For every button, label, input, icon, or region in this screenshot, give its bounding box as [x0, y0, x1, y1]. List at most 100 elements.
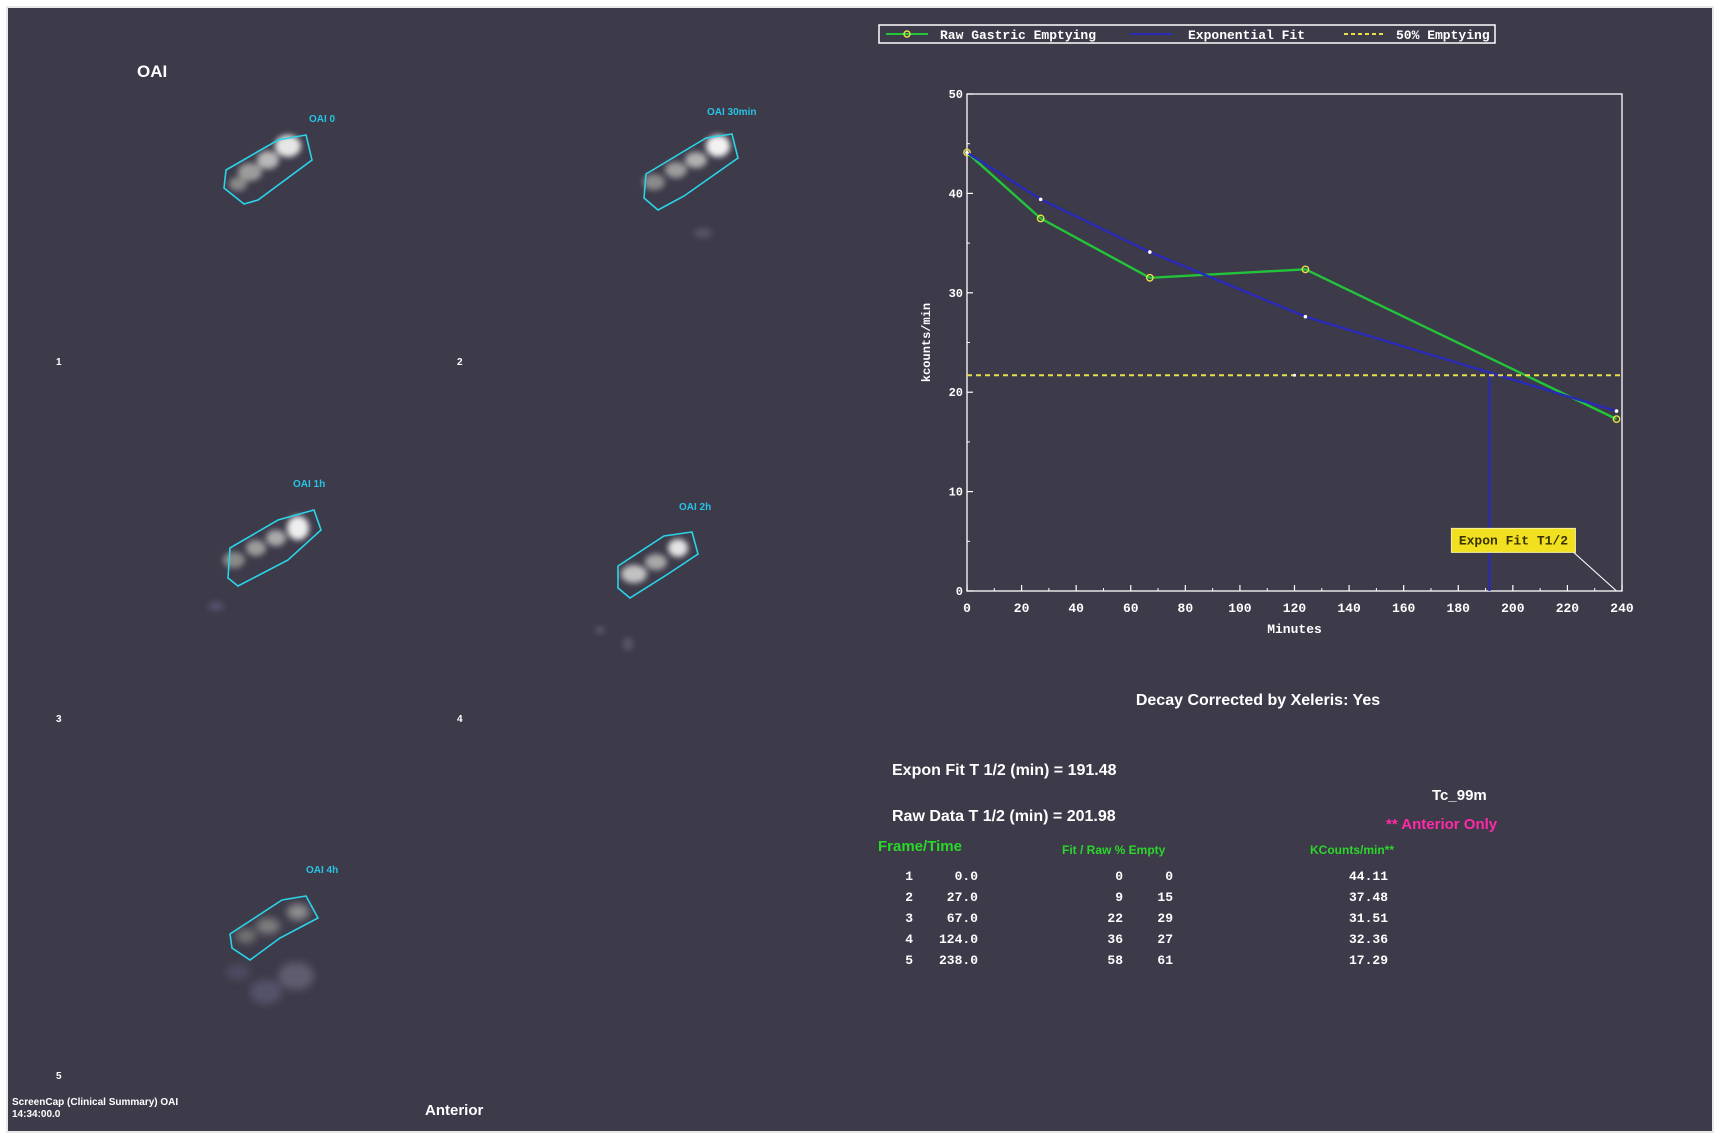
decay-corrected-text: Decay Corrected by Xeleris: Yes [1135, 692, 1381, 709]
clinical-summary-screen: OAI OAI 0 1 [6, 6, 1714, 1133]
x-tick-label: 240 [1610, 601, 1634, 616]
cell-raw: 27 [1157, 932, 1173, 947]
cell-time: 238.0 [938, 953, 978, 968]
x-tick-label: 220 [1556, 601, 1580, 616]
cell-raw: 29 [1157, 911, 1173, 926]
x-axis-label: Minutes [1267, 622, 1322, 637]
legend-label-half: 50% Emptying [1396, 28, 1490, 43]
cell-kcounts: 17.29 [1348, 953, 1388, 968]
scan-label-1: OAI 0 [309, 114, 336, 125]
cell-fit: 9 [1115, 890, 1123, 905]
frame-number-1: 1 [56, 357, 62, 368]
legend-label-fit: Exponential Fit [1188, 28, 1305, 43]
cell-time: 124.0 [938, 932, 978, 947]
header-frame-time: Frame/Time [878, 838, 962, 855]
stomach-scan-5 [226, 895, 320, 1004]
x-tick-label: 40 [1068, 601, 1084, 616]
annotation-box [1450, 527, 1576, 553]
raw-emptying-line [966, 151, 1618, 421]
scan-label-2: OAI 30min [707, 107, 757, 118]
cell-frame: 2 [905, 890, 913, 905]
scan-image-5[interactable] [208, 868, 368, 1038]
fit-data-point [965, 150, 969, 155]
fit-data-point [1303, 314, 1308, 319]
x-tick-label: 100 [1228, 601, 1252, 616]
expon-fit-text: Expon Fit T 1/2 (min) = 191.48 [892, 762, 1117, 779]
isotope-label: Tc_99m [1432, 787, 1487, 804]
plot-frame [966, 93, 1623, 592]
cell-kcounts: 44.11 [1348, 869, 1388, 884]
results-table: Frame/Time Fit / Raw % Empty KCounts/min… [868, 838, 1428, 988]
raw-data-point [1145, 273, 1154, 282]
raw-data-point [1612, 415, 1621, 424]
cell-frame: 4 [905, 932, 913, 947]
annotation-leader-line [1571, 549, 1617, 592]
fit-data-point [1038, 197, 1043, 202]
cell-raw: 0 [1165, 869, 1173, 884]
cell-kcounts: 31.51 [1348, 911, 1388, 926]
decay-row: Decay Corrected by Xeleris: Yes [8, 692, 1712, 710]
scan-image-4[interactable] [588, 508, 748, 668]
x-tick-label: 140 [1337, 601, 1361, 616]
y-tick-label: 20 [949, 386, 963, 400]
cell-fit: 58 [1107, 953, 1123, 968]
annotation-label: Expon Fit T1/2 [1459, 533, 1568, 548]
half-line-marker [1293, 373, 1296, 377]
scan-image-3[interactable] [188, 468, 348, 638]
y-tick-label: 50 [949, 88, 963, 102]
cell-kcounts: 37.48 [1348, 890, 1388, 905]
x-tick-label: 80 [1178, 601, 1194, 616]
cell-frame: 3 [905, 911, 913, 926]
x-tick-label: 0 [963, 601, 971, 616]
y-tick-label: 30 [949, 287, 963, 301]
fit-data-point [1614, 409, 1619, 413]
frame-number-4: 4 [457, 714, 463, 725]
footer-info: ScreenCap (Clinical Summary) OAI 14:34:0… [12, 1097, 178, 1121]
emptying-chart[interactable]: 0 20 40 60 80 100 120 140 160 180 200 220 240 0 10 20 30… [908, 78, 1638, 648]
cell-frame: 1 [905, 869, 913, 884]
header-fit-raw: Fit / Raw % Empty [1062, 843, 1166, 857]
frame-number-3: 3 [56, 714, 62, 725]
footer-line-2: 14:34:00.0 [12, 1109, 61, 1120]
y-axis-label: kcounts/min [920, 303, 934, 382]
cell-frame: 5 [905, 953, 913, 968]
raw-data-point [963, 148, 971, 157]
cell-time: 0.0 [954, 869, 978, 884]
cell-time: 27.0 [946, 890, 978, 905]
cell-raw: 15 [1157, 890, 1173, 905]
footer-line-1: ScreenCap (Clinical Summary) OAI [12, 1097, 179, 1108]
raw-data-text: Raw Data T 1/2 (min) = 201.98 [892, 808, 1116, 825]
raw-data-point [1301, 265, 1310, 274]
x-tick-label: 60 [1123, 601, 1139, 616]
legend-label-raw: Raw Gastric Emptying [940, 28, 1096, 43]
y-tick-label: 0 [956, 585, 963, 599]
raw-data-point [1036, 214, 1045, 223]
y-tick-label: 10 [949, 486, 963, 500]
cell-kcounts: 32.36 [1348, 932, 1388, 947]
cell-fit: 36 [1107, 932, 1123, 947]
frame-number-5: 5 [56, 1071, 62, 1082]
orientation-label: Anterior [425, 1102, 484, 1119]
scan-label-3: OAI 1h [293, 479, 326, 490]
y-tick-label: 40 [949, 187, 963, 201]
cell-time: 67.0 [946, 911, 978, 926]
scan-image-1[interactable] [208, 108, 368, 228]
scan-image-2[interactable] [608, 108, 768, 248]
header-kcounts: KCounts/min** [1310, 843, 1394, 857]
x-tick-label: 200 [1501, 601, 1525, 616]
frame-number-2: 2 [457, 357, 463, 368]
cell-fit: 0 [1115, 869, 1123, 884]
stomach-scan-4 [595, 531, 699, 651]
x-tick-label: 20 [1014, 601, 1030, 616]
panel-title: OAI [137, 62, 168, 81]
scan-label-4: OAI 2h [679, 502, 712, 513]
stomach-scan-3 [208, 509, 322, 611]
stomach-scan-2 [643, 133, 739, 238]
scan-label-5: OAI 4h [306, 865, 339, 876]
x-tick-label: 120 [1283, 601, 1307, 616]
chart-legend: Raw Gastric Emptying Exponential Fit 50%… [878, 24, 1508, 48]
x-tick-label: 180 [1447, 601, 1471, 616]
stomach-scan-1 [223, 134, 313, 205]
fit-data-point [1148, 250, 1152, 254]
cell-fit: 22 [1107, 911, 1123, 926]
